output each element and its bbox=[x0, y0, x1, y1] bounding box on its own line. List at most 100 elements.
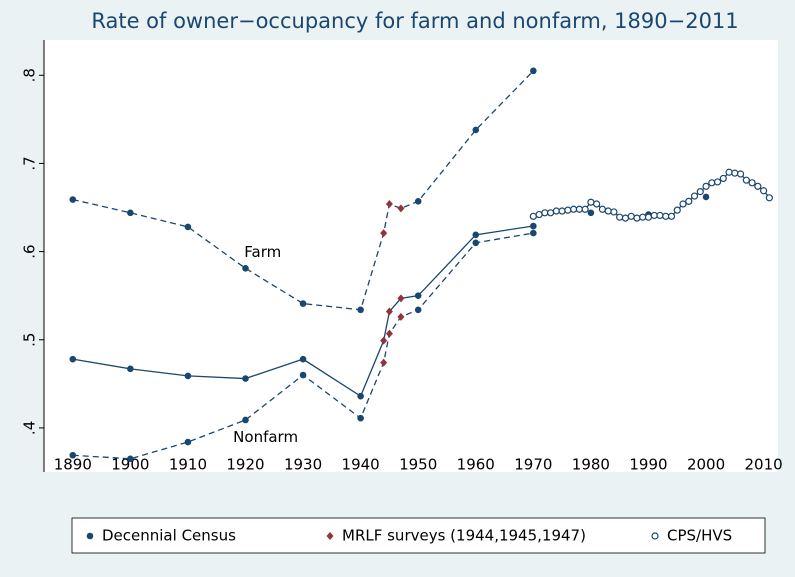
point bbox=[530, 222, 537, 230]
x-tick-label: 1900 bbox=[111, 456, 149, 474]
point bbox=[472, 231, 480, 239]
point bbox=[299, 355, 307, 363]
point bbox=[530, 67, 537, 75]
x-tick-label: 1910 bbox=[169, 456, 207, 474]
point bbox=[529, 212, 537, 220]
point bbox=[616, 213, 624, 221]
point bbox=[357, 306, 364, 314]
x-tick-label: 1890 bbox=[54, 456, 92, 474]
point bbox=[385, 199, 393, 208]
annotation: Farm bbox=[244, 243, 281, 261]
point bbox=[760, 187, 768, 195]
point bbox=[397, 312, 405, 321]
point bbox=[673, 206, 681, 214]
point bbox=[748, 179, 756, 187]
point bbox=[754, 182, 762, 190]
point bbox=[69, 196, 77, 203]
point bbox=[472, 239, 480, 247]
x-tick-label: 1930 bbox=[284, 456, 322, 474]
point bbox=[69, 355, 77, 363]
point bbox=[696, 188, 704, 196]
point bbox=[127, 455, 134, 463]
legend-label: Decennial Census bbox=[102, 527, 236, 545]
y-tick-label: .5 bbox=[21, 333, 39, 347]
point bbox=[69, 451, 77, 459]
annotation: Nonfarm bbox=[233, 428, 298, 446]
point bbox=[765, 194, 773, 202]
point bbox=[587, 209, 595, 217]
point bbox=[414, 198, 422, 205]
point bbox=[472, 126, 480, 134]
x-tick-label: 2010 bbox=[745, 456, 783, 474]
point bbox=[357, 392, 364, 400]
point bbox=[414, 292, 422, 299]
legend-marker bbox=[86, 532, 94, 540]
point bbox=[558, 207, 566, 215]
point bbox=[702, 182, 710, 190]
point bbox=[184, 438, 192, 446]
point bbox=[127, 365, 134, 373]
chart-title: Rate of owner−occupancy for farm and non… bbox=[91, 9, 738, 33]
point bbox=[127, 209, 134, 217]
point bbox=[535, 210, 543, 219]
legend-label: CPS/HVS bbox=[667, 527, 732, 545]
y-tick-label: .8 bbox=[21, 68, 39, 82]
point bbox=[685, 197, 693, 205]
point bbox=[627, 212, 635, 220]
point bbox=[380, 358, 388, 367]
point bbox=[639, 213, 647, 221]
point bbox=[725, 168, 733, 176]
point bbox=[547, 209, 555, 217]
legend-label: MRLF surveys (1944,1945,1947) bbox=[342, 527, 586, 545]
x-tick-label: 1970 bbox=[514, 456, 552, 474]
point bbox=[610, 208, 618, 216]
point bbox=[541, 209, 549, 217]
point bbox=[184, 372, 192, 380]
point bbox=[575, 205, 583, 213]
point bbox=[593, 200, 601, 208]
x-tick-label: 1980 bbox=[572, 456, 610, 474]
point bbox=[656, 211, 664, 220]
point bbox=[702, 193, 710, 201]
y-tick-label: .4 bbox=[21, 421, 39, 435]
point bbox=[299, 300, 307, 307]
point bbox=[397, 294, 405, 303]
line bbox=[72, 70, 534, 311]
point bbox=[650, 211, 658, 220]
x-tick-label: 1960 bbox=[457, 456, 495, 474]
point bbox=[736, 170, 745, 178]
point bbox=[587, 198, 595, 206]
legend-marker bbox=[651, 532, 659, 540]
point bbox=[385, 307, 393, 316]
point bbox=[719, 174, 727, 183]
point bbox=[357, 414, 364, 422]
y-tick-label: .6 bbox=[21, 244, 39, 258]
point bbox=[633, 214, 641, 222]
line bbox=[72, 232, 534, 460]
point bbox=[604, 207, 612, 215]
y-tick-label: .7 bbox=[21, 156, 39, 170]
point bbox=[581, 205, 589, 213]
point bbox=[242, 375, 249, 382]
point bbox=[621, 214, 630, 222]
point bbox=[679, 200, 687, 208]
point bbox=[552, 207, 560, 215]
point bbox=[570, 205, 578, 213]
point bbox=[731, 169, 739, 177]
point bbox=[184, 223, 192, 231]
x-tick-label: 2000 bbox=[687, 456, 725, 474]
point bbox=[242, 416, 249, 424]
point bbox=[667, 212, 676, 220]
point bbox=[690, 192, 699, 200]
point bbox=[713, 178, 722, 186]
point bbox=[564, 206, 572, 214]
point bbox=[380, 229, 388, 238]
point bbox=[414, 306, 422, 314]
point bbox=[299, 371, 307, 379]
point bbox=[385, 329, 393, 338]
point bbox=[530, 229, 537, 237]
point bbox=[742, 176, 750, 184]
point bbox=[380, 336, 388, 345]
point bbox=[708, 179, 716, 187]
